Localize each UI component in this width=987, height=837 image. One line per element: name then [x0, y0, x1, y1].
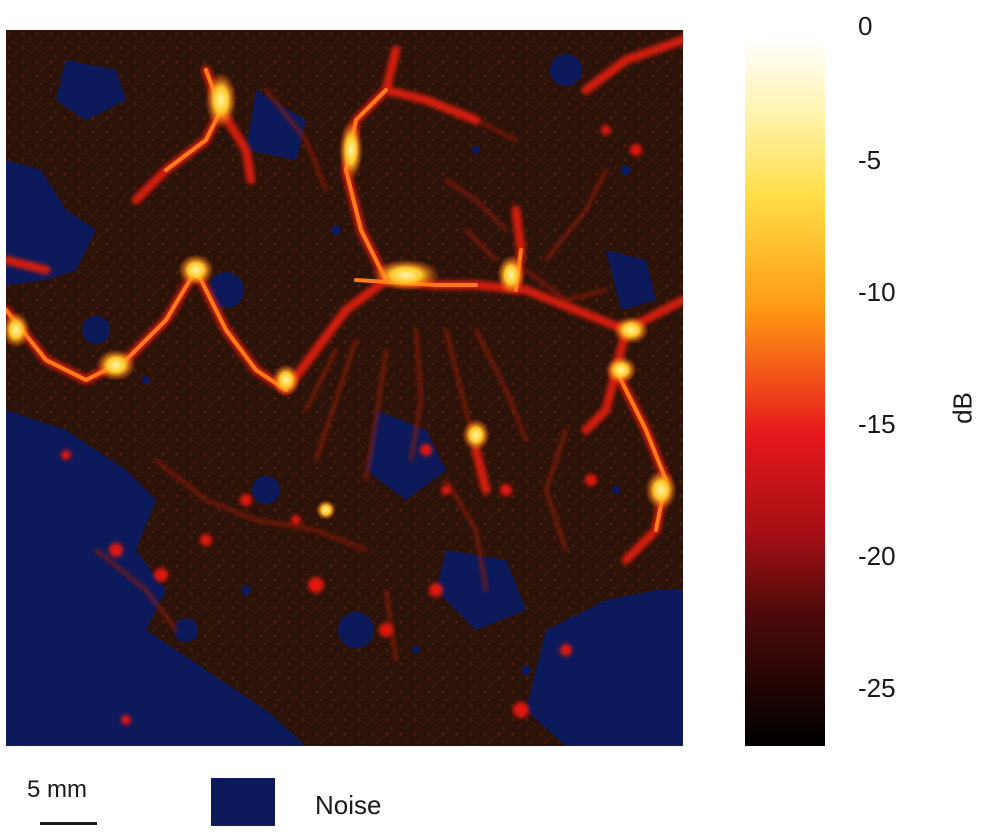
noise-speckles [31, 146, 631, 675]
hot-spots [6, 72, 677, 520]
colorbar-tick-label: 0 [858, 11, 873, 41]
scalebar-line [40, 822, 97, 825]
faint-vessels [94, 88, 608, 662]
noise-legend-swatch [211, 778, 275, 826]
colorbar-tick-label: -15 [858, 409, 896, 439]
colorbar-unit-label: dB [947, 392, 978, 424]
colorbar-tick-label: -5 [858, 145, 882, 175]
noise-legend-label: Noise [315, 790, 382, 820]
colorbar [745, 38, 825, 746]
vessel-blobs [61, 125, 642, 725]
scalebar-label: 5 mm [27, 776, 87, 803]
colorbar-tick-label: -25 [858, 673, 896, 703]
vascular-image [6, 30, 683, 746]
colorbar-tick-label: -10 [858, 277, 896, 307]
colorbar-tick-label: -20 [858, 541, 896, 571]
